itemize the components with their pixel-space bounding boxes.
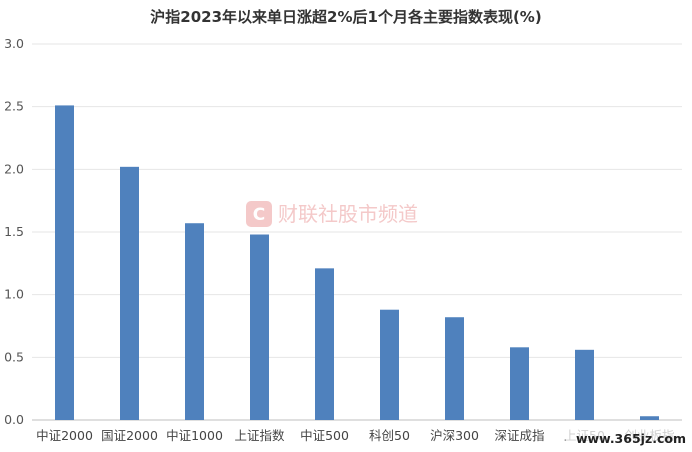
- y-tick-label: 0.5: [4, 349, 24, 364]
- watermark-logo-icon: [246, 201, 272, 227]
- bar: [640, 416, 659, 420]
- bar: [55, 105, 74, 420]
- y-tick-label: 2.0: [4, 161, 24, 176]
- bar: [510, 347, 529, 420]
- chart-title: 沪指2023年以来单日涨超2%后1个月各主要指数表现(%): [150, 8, 542, 26]
- bar: [185, 223, 204, 420]
- y-tick-label: 1.0: [4, 287, 24, 302]
- x-tick-label: 中证1000: [166, 428, 223, 443]
- x-tick-label: 国证2000: [101, 428, 158, 443]
- bar: [380, 309, 399, 420]
- site-mark-background: [566, 429, 690, 449]
- y-tick-label: 1.5: [4, 224, 24, 239]
- bar: [250, 234, 269, 420]
- y-tick-label: 3.0: [4, 36, 24, 51]
- watermark-text: 财联社股市频道: [278, 202, 418, 226]
- bar: [120, 166, 139, 420]
- y-tick-label: 0.0: [4, 412, 24, 427]
- x-tick-label: 深证成指: [494, 428, 544, 443]
- bar: [575, 349, 594, 420]
- bar: [315, 268, 334, 420]
- x-tick-label: 沪深300: [430, 428, 479, 443]
- x-tick-label: 上证指数: [234, 428, 285, 443]
- y-tick-label: 2.5: [4, 99, 24, 114]
- x-tick-label: 中证2000: [36, 428, 93, 443]
- watermark-logo-letter: C: [253, 205, 265, 225]
- site-mark: www.365jz.com: [576, 431, 686, 446]
- bar: [445, 317, 464, 420]
- x-tick-label: 中证500: [300, 428, 349, 443]
- x-tick-label: 科创50: [369, 428, 410, 443]
